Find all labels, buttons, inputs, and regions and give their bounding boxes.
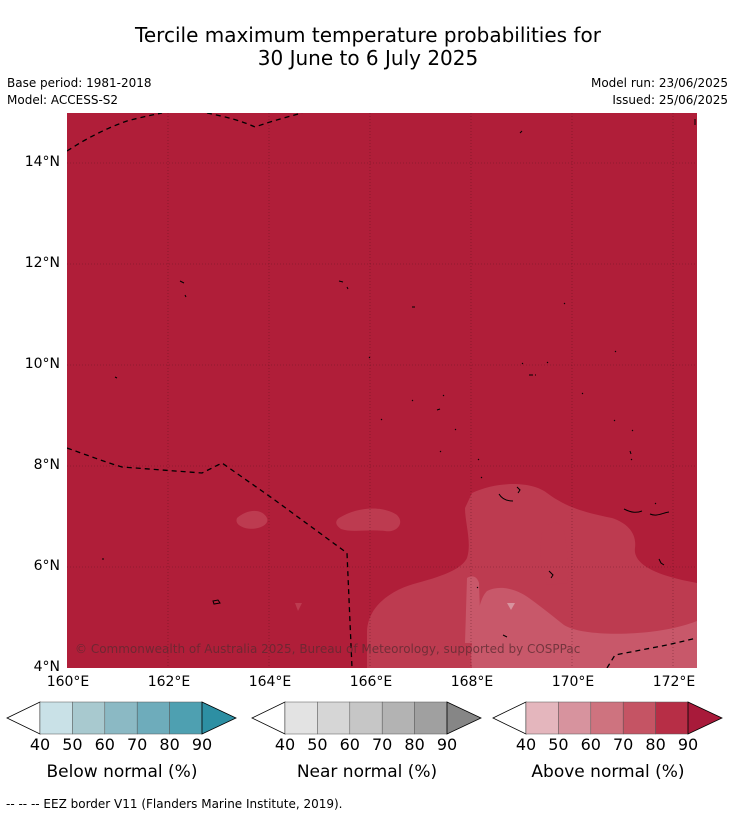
colorbar-segment [169,701,203,735]
colorbar-above-normal [492,701,723,735]
colorbar-tick-label: 70 [372,735,393,754]
colorbar-tick-label: 70 [613,735,634,754]
colorbar-segment [655,701,689,735]
gridlines [67,113,697,668]
lat-label-12n: 12°N [24,255,60,271]
colorbar-tick-label: 50 [62,735,83,754]
probability-map [67,113,697,668]
colorbar-segment [622,701,656,735]
model-run-label: Model run: 23/06/2025 [590,76,728,90]
colorbar-segment [72,701,106,735]
copyright-credit: © Commonwealth of Australia 2025, Bureau… [75,642,581,656]
lat-label-6n: 6°N [33,558,60,574]
colorbar-segment [590,701,624,735]
probability-region-small-c [295,603,302,611]
issued-label: Issued: 25/06/2025 [612,93,728,107]
lat-label-10n: 10°N [24,356,60,372]
probability-region-small-d [507,603,515,610]
colorbar-segment [381,701,415,735]
eez-footnote: -- -- -- EEZ border V11 (Flanders Marine… [6,797,343,811]
colorbar-above-normal-title: Above normal (%) [531,762,685,782]
base-period-label: Base period: 1981-2018 [7,76,152,90]
colorbar-tick-label: 50 [307,735,328,754]
probability-region-70 [367,484,697,668]
colorbar-tick-label: 40 [515,735,537,754]
model-label: Model: ACCESS-S2 [7,93,119,107]
colorbar-segment [414,701,448,735]
colorbar-segment [349,701,383,735]
colorbar-near-normal [251,701,482,735]
colorbar-segment [284,701,318,735]
colorbar-tick-label: 60 [339,735,360,754]
colorbar-tick-label: 40 [274,735,296,754]
probability-region-60 [471,587,697,668]
colorbar-tick-label: 60 [580,735,601,754]
colorbar-tick-label: 90 [191,735,213,754]
colorbar-below-normal [6,701,237,735]
colorbar-segment [317,701,351,735]
lon-label-164e: 164°E [248,674,292,690]
lat-label-8n: 8°N [33,457,60,473]
lat-label-4n: 4°N [33,659,60,675]
eez-borders [67,113,697,668]
colorbar-below-normal-title: Below normal (%) [46,762,198,782]
lon-label-172e: 172°E [652,674,696,690]
colorbar-segment [104,701,138,735]
probability-region-small-a [236,510,268,529]
colorbar-tick-label: 70 [127,735,148,754]
islands [102,119,696,638]
lat-label-14n: 14°N [24,154,60,170]
colorbar-tick-label: 90 [436,735,458,754]
colorbar-segment [525,701,559,735]
map-title-line2: 30 June to 6 July 2025 [257,46,479,70]
colorbar-tick-label: 60 [94,735,115,754]
map-title-line1: Tercile maximum temperature probabilitie… [135,23,601,47]
colorbar-tick-label: 80 [645,735,666,754]
lon-label-166e: 166°E [349,674,393,690]
colorbar-tick-label: 80 [159,735,180,754]
probability-region-70b [540,522,569,585]
colorbar-tick-label: 50 [548,735,569,754]
lon-label-168e: 168°E [450,674,494,690]
colorbar-tick-label: 90 [677,735,699,754]
lon-label-162e: 162°E [147,674,191,690]
colorbar-segment [558,701,592,735]
colorbar-segment [136,701,170,735]
probability-region-small-b [336,508,401,532]
colorbar-tick-label: 40 [29,735,51,754]
colorbar-segment [39,701,73,735]
colorbar-tick-label: 80 [404,735,425,754]
colorbar-near-normal-title: Near normal (%) [296,762,438,782]
probability-region-60b [465,576,481,643]
lon-label-170e: 170°E [551,674,595,690]
lon-label-160e: 160°E [46,674,90,690]
